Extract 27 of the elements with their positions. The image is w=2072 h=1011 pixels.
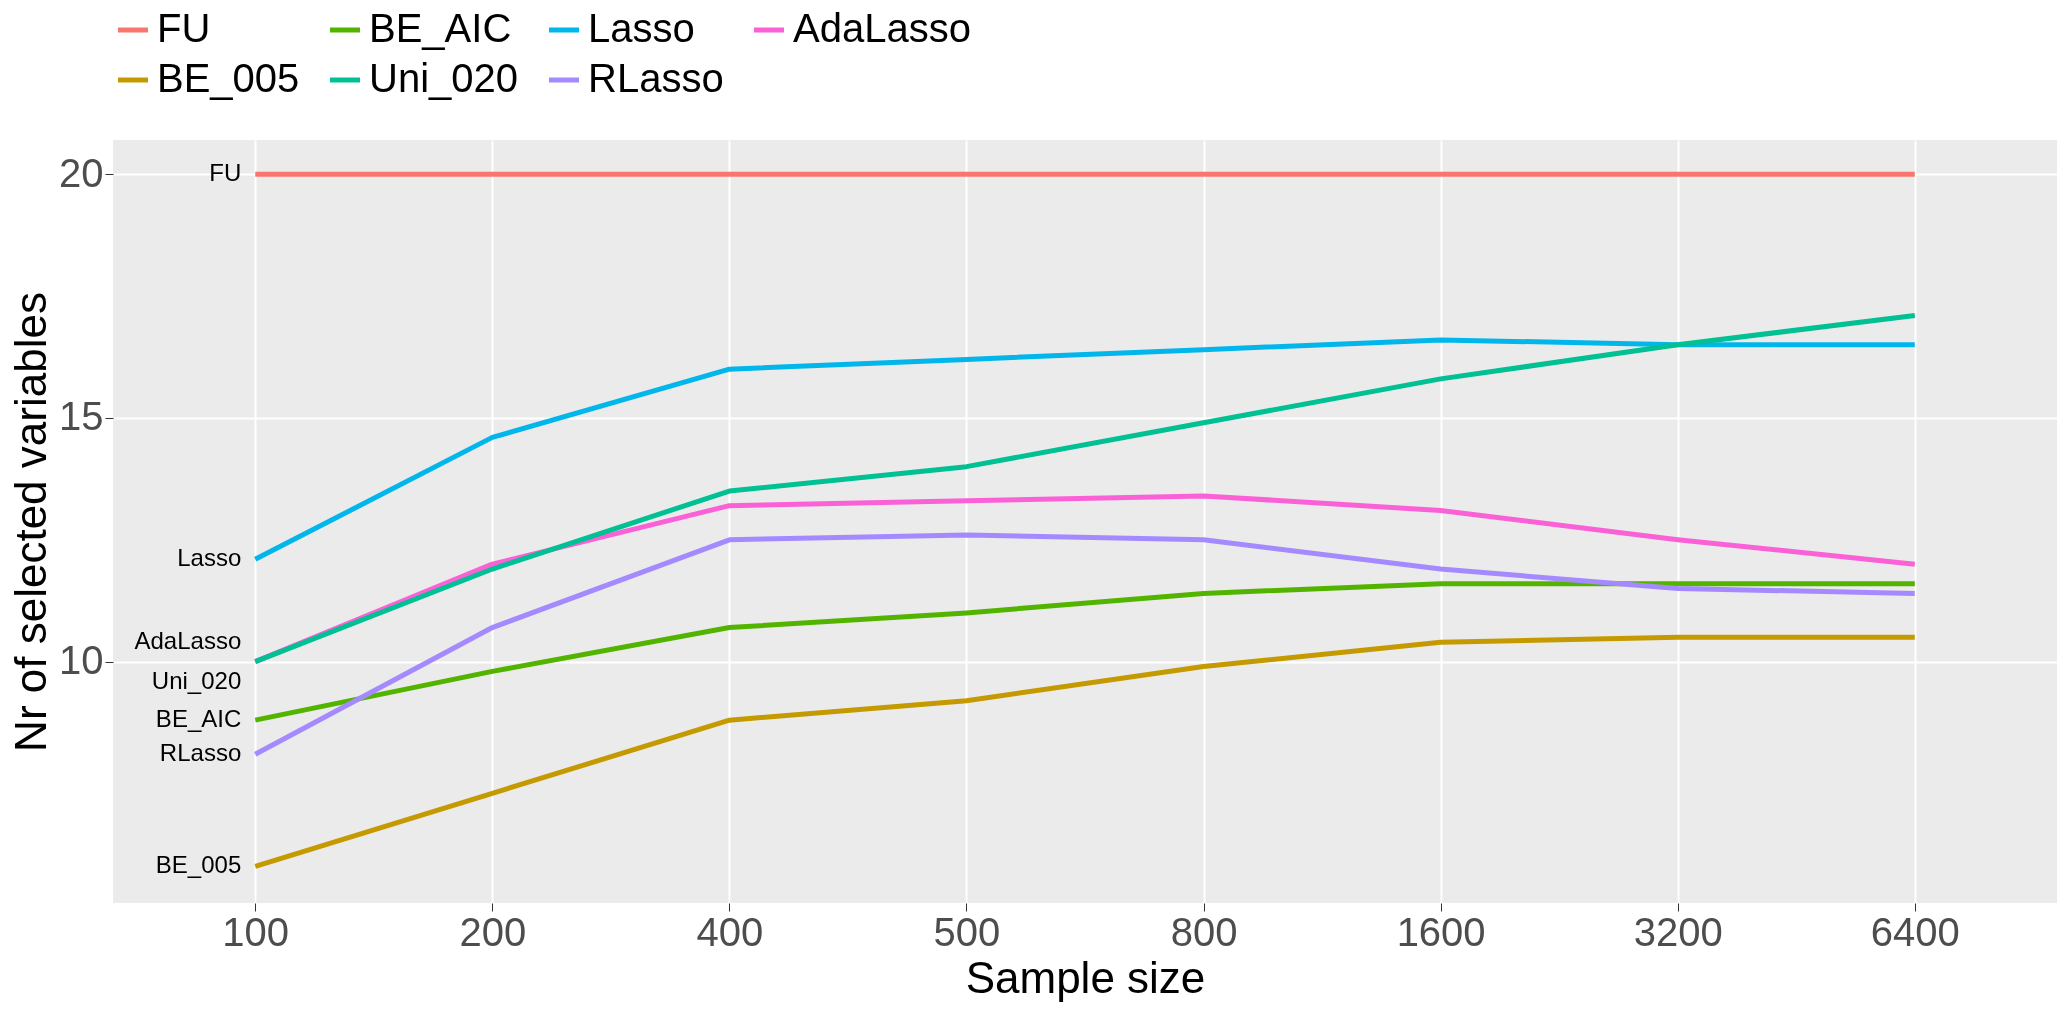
x-tick-label: 1600 — [1396, 909, 1486, 954]
annotation: AdaLasso — [134, 626, 242, 654]
legend-label: AdaLasso — [793, 6, 971, 50]
y-tick-label: 15 — [59, 394, 104, 439]
x-tick-label: 100 — [222, 909, 290, 954]
y-axis-title: Nr of selected variables — [6, 292, 56, 752]
annotation: RLasso — [159, 739, 242, 767]
legend-label: BE_AIC — [369, 6, 512, 50]
x-tick-label: 500 — [933, 909, 1001, 954]
x-tick-label: 800 — [1170, 909, 1238, 954]
annotation: BE_AIC — [155, 705, 242, 733]
annotation: FU — [209, 159, 242, 187]
annotation: Uni_020 — [151, 666, 242, 694]
legend-label: FU — [157, 6, 211, 50]
legend-label: BE_005 — [157, 56, 300, 100]
x-tick-label: 200 — [459, 909, 527, 954]
x-tick-label: 6400 — [1870, 909, 1960, 954]
legend-label: RLasso — [588, 56, 724, 100]
annotation: Lasso — [177, 544, 242, 572]
y-tick-label: 20 — [59, 150, 104, 195]
x-tick-label: 400 — [696, 909, 764, 954]
legend-label: Uni_020 — [369, 56, 519, 100]
x-axis-title: Sample size — [965, 952, 1206, 1002]
annotation: BE_005 — [155, 851, 242, 879]
legend-label: Lasso — [588, 6, 695, 50]
y-tick-label: 10 — [59, 638, 104, 683]
x-tick-label: 3200 — [1633, 909, 1723, 954]
